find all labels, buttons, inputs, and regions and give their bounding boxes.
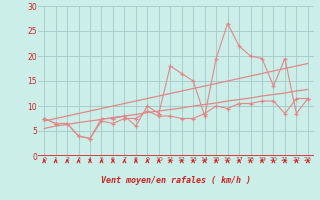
X-axis label: Vent moyen/en rafales ( km/h ): Vent moyen/en rafales ( km/h ) [101, 176, 251, 185]
